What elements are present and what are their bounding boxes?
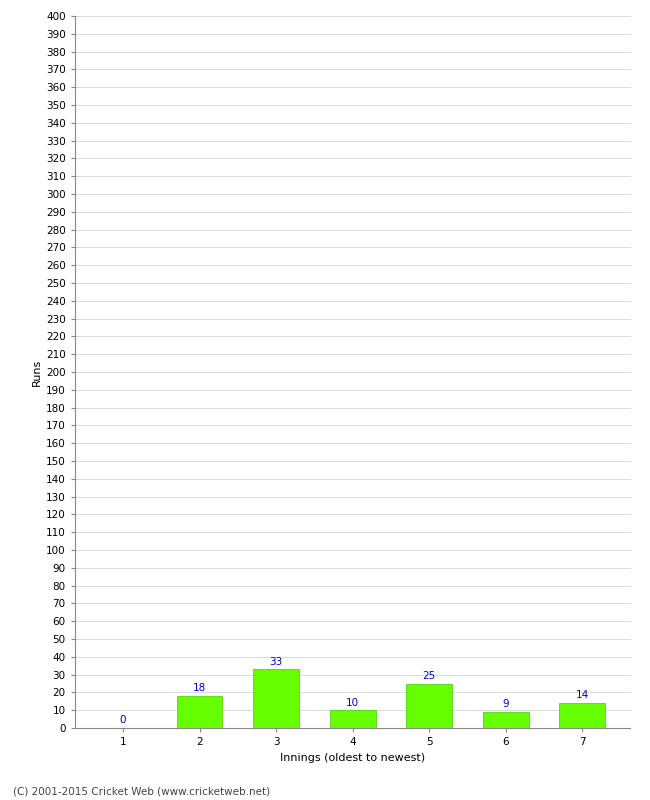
Text: 10: 10	[346, 698, 359, 707]
Bar	[177, 696, 222, 728]
Text: 33: 33	[270, 657, 283, 666]
Text: 9: 9	[502, 699, 509, 710]
Bar	[330, 710, 376, 728]
Bar	[559, 703, 605, 728]
Text: 18: 18	[193, 683, 206, 694]
Text: (C) 2001-2015 Cricket Web (www.cricketweb.net): (C) 2001-2015 Cricket Web (www.cricketwe…	[13, 786, 270, 796]
X-axis label: Innings (oldest to newest): Innings (oldest to newest)	[280, 753, 425, 762]
Text: 14: 14	[576, 690, 589, 701]
Bar	[483, 712, 528, 728]
Text: 0: 0	[120, 715, 126, 726]
Y-axis label: Runs: Runs	[32, 358, 42, 386]
Bar	[406, 683, 452, 728]
Text: 25: 25	[422, 671, 436, 681]
Bar	[253, 670, 299, 728]
